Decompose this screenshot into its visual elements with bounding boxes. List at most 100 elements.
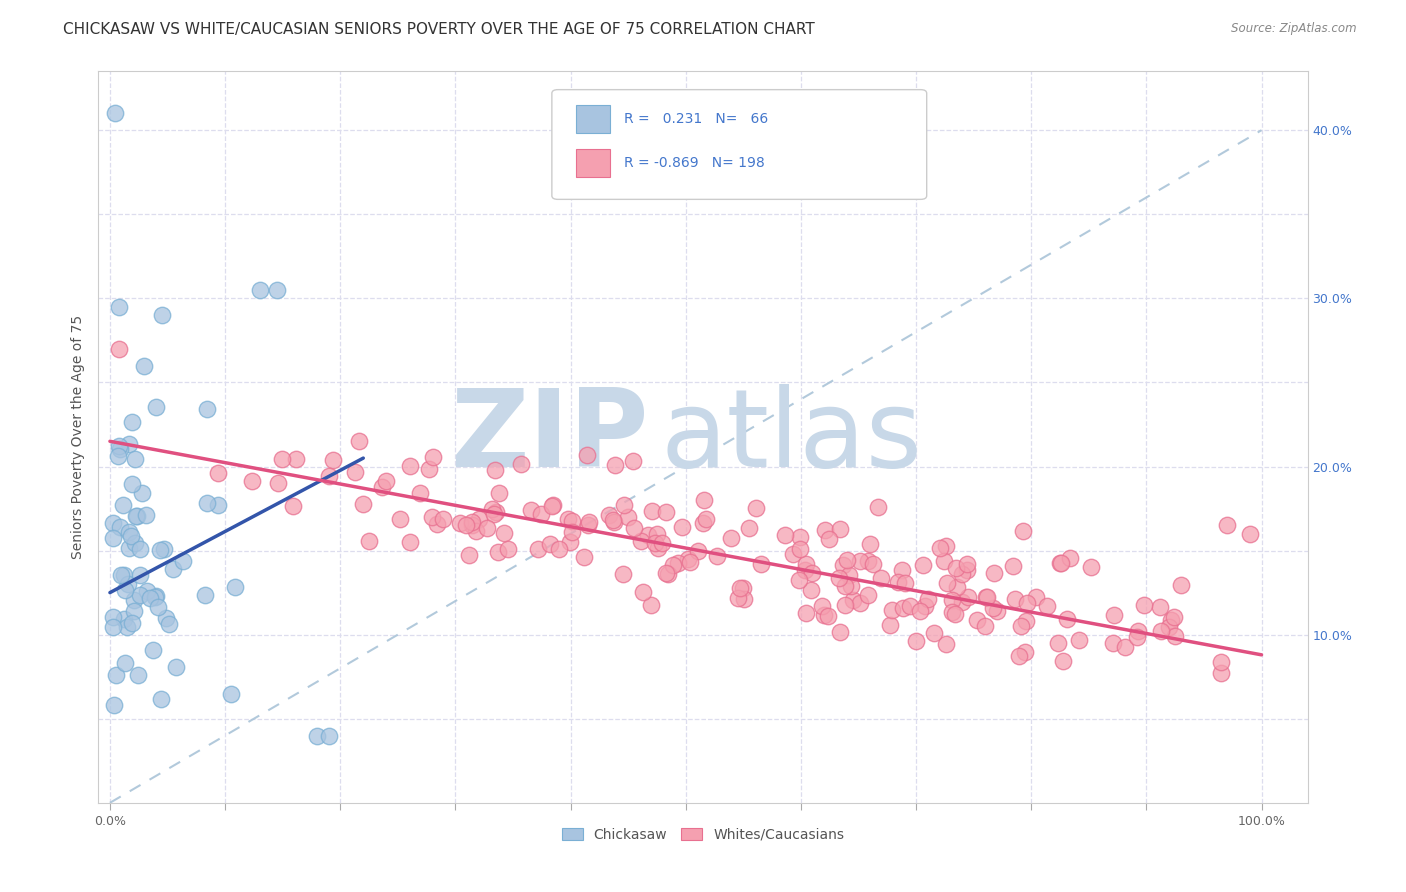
Point [145, 589, 167, 603]
Y-axis label: Seniors Poverty Over the Age of 75: Seniors Poverty Over the Age of 75 [72, 315, 86, 559]
Point [731, 581, 754, 595]
Point [149, 542, 172, 557]
Point [1216, 518, 1239, 533]
Text: Source: ZipAtlas.com: Source: ZipAtlas.com [1232, 22, 1357, 36]
Point [112, 568, 135, 582]
Point [420, 509, 443, 524]
Point [974, 590, 997, 604]
Point [728, 581, 751, 595]
Point [107, 450, 129, 464]
Text: CHICKASAW VS WHITE/CAUCASIAN SENIORS POVERTY OVER THE AGE OF 75 CORRELATION CHAR: CHICKASAW VS WHITE/CAUCASIAN SENIORS POV… [63, 22, 815, 37]
Point [409, 486, 432, 500]
Point [249, 283, 271, 297]
Point [894, 575, 917, 590]
Point [1056, 612, 1078, 626]
Point [1160, 613, 1182, 627]
Point [890, 563, 912, 577]
Point [530, 507, 553, 521]
Point [789, 530, 811, 544]
Point [284, 451, 307, 466]
Point [110, 519, 132, 533]
Point [1125, 630, 1147, 644]
Point [856, 588, 879, 602]
Point [834, 579, 856, 593]
Point [880, 602, 903, 616]
Point [859, 537, 882, 551]
Point [814, 523, 837, 537]
Point [128, 588, 150, 602]
Point [426, 516, 449, 531]
Point [817, 609, 839, 624]
Point [454, 517, 477, 532]
Point [122, 592, 145, 607]
Point [1114, 640, 1136, 654]
Point [1164, 629, 1187, 643]
Legend: Chickasaw, Whites/Caucasians: Chickasaw, Whites/Caucasians [557, 822, 849, 847]
Point [879, 617, 901, 632]
Point [794, 557, 817, 571]
Point [103, 698, 125, 712]
Point [142, 643, 165, 657]
Point [1052, 654, 1074, 668]
Point [150, 308, 173, 322]
Point [957, 590, 980, 604]
Point [135, 584, 157, 599]
Point [561, 525, 583, 540]
Point [461, 517, 484, 532]
FancyBboxPatch shape [576, 105, 610, 133]
Point [935, 637, 957, 651]
Point [575, 449, 598, 463]
Point [1007, 648, 1029, 663]
Point [849, 596, 872, 610]
Point [110, 567, 132, 582]
Point [612, 567, 634, 582]
Point [654, 505, 676, 519]
Point [389, 511, 412, 525]
Point [841, 593, 863, 607]
Point [155, 611, 177, 625]
Point [162, 561, 184, 575]
Point [492, 525, 515, 540]
Point [651, 535, 673, 549]
Point [981, 601, 1004, 615]
Point [834, 598, 856, 612]
Point [131, 486, 153, 500]
Point [527, 541, 550, 556]
Point [240, 474, 263, 488]
Point [1002, 559, 1025, 574]
Point [114, 582, 136, 597]
Point [150, 692, 173, 706]
Point [917, 592, 939, 607]
Point [647, 541, 669, 556]
Point [862, 557, 884, 571]
Point [124, 452, 146, 467]
Point [633, 585, 655, 599]
Point [1025, 591, 1047, 605]
Point [598, 508, 620, 522]
Point [623, 521, 645, 535]
Point [966, 614, 988, 628]
Point [1150, 624, 1173, 639]
Point [801, 566, 824, 580]
Point [898, 599, 921, 614]
Point [266, 283, 288, 297]
Point [103, 106, 125, 120]
Point [540, 499, 562, 513]
Point [108, 439, 131, 453]
Point [782, 547, 804, 561]
Point [818, 532, 841, 546]
Point [637, 527, 659, 541]
Text: R = -0.869   N= 198: R = -0.869 N= 198 [624, 156, 765, 169]
Point [475, 521, 498, 535]
Point [828, 571, 851, 585]
Point [955, 557, 977, 571]
Point [145, 400, 167, 414]
Point [124, 536, 146, 550]
Point [602, 513, 624, 527]
Point [1209, 655, 1232, 669]
Point [1163, 610, 1185, 624]
Point [945, 561, 967, 575]
Point [655, 566, 678, 581]
Point [644, 536, 666, 550]
Point [108, 300, 131, 314]
